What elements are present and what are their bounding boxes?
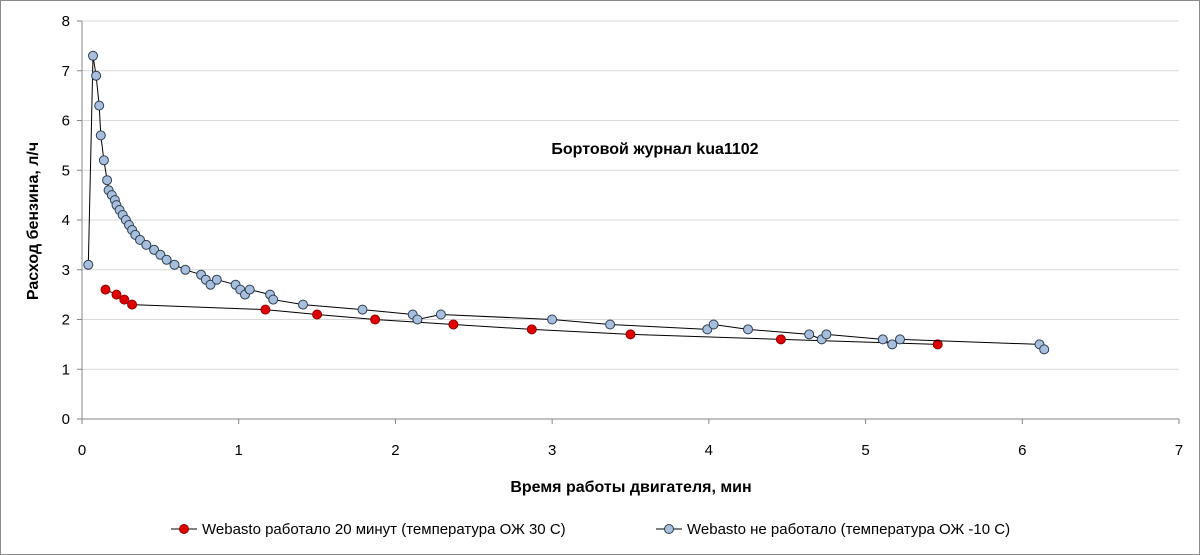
y-tick-label-5: 5: [62, 162, 70, 179]
x-tick-label-0: 0: [78, 442, 86, 459]
point-webasto-off-0: [83, 259, 94, 270]
legend-marker-webasto-on: [179, 524, 189, 534]
point-webasto-off-6: [102, 175, 113, 186]
y-tick-label-2: 2: [62, 312, 70, 329]
point-webasto-on-6: [370, 314, 381, 325]
y-tick-label-0: 0: [62, 411, 70, 428]
y-tick-label-8: 8: [62, 13, 70, 30]
point-webasto-off-42: [708, 319, 719, 330]
point-webasto-off-33: [268, 294, 279, 305]
chart-title: Бортовой журнал kua1102: [551, 141, 758, 158]
point-webasto-on-2: [119, 294, 130, 305]
y-tick-label-6: 6: [62, 113, 70, 130]
point-webasto-off-1: [88, 50, 98, 61]
point-webasto-on-9: [625, 329, 636, 340]
point-webasto-off-23: [180, 264, 191, 275]
gridlines: [82, 20, 1179, 370]
y-tick-label-7: 7: [62, 63, 70, 80]
y-tick-label-4: 4: [62, 212, 70, 229]
point-webasto-off-51: [1039, 344, 1050, 355]
point-webasto-off-35: [357, 304, 368, 315]
point-webasto-on-3: [127, 299, 138, 310]
point-webasto-off-21: [161, 254, 172, 265]
y-tick-label-1: 1: [62, 361, 70, 378]
x-tick-label-7: 7: [1175, 442, 1183, 459]
y-axis-title: Расход бензина, л/ч: [25, 142, 42, 300]
point-webasto-on-8: [526, 324, 537, 335]
point-webasto-off-39: [547, 314, 558, 325]
point-webasto-on-1: [111, 289, 122, 300]
series-webasto-off: [83, 50, 1050, 355]
point-webasto-on-10: [775, 334, 786, 345]
legend-label-webasto-on: Webasto работало 20 минут (температура О…: [202, 521, 566, 538]
point-webasto-off-3: [94, 100, 105, 111]
point-webasto-off-34: [298, 299, 308, 310]
legend-item-webasto-on: Webasto работало 20 минут (температура О…: [171, 521, 566, 538]
x-tick-label-2: 2: [391, 442, 399, 459]
point-webasto-off-18: [141, 239, 152, 250]
axes: [77, 20, 1180, 424]
point-webasto-on-7: [448, 319, 459, 330]
point-webasto-off-2: [91, 70, 102, 81]
series-webasto-on: [100, 284, 943, 350]
point-webasto-off-38: [435, 309, 446, 320]
point-webasto-on-4: [260, 304, 271, 315]
legend: Webasto работало 20 минут (температура О…: [171, 521, 1010, 538]
tick-labels: 0 1 2 3 4 5 6 7 8 0 1 2 3 4 5 6 7: [62, 13, 1184, 459]
point-webasto-off-49: [895, 334, 905, 345]
point-webasto-off-48: [887, 339, 898, 350]
legend-marker-webasto-off: [664, 524, 674, 534]
point-webasto-off-5: [98, 155, 109, 166]
point-webasto-on-0: [100, 284, 111, 295]
point-webasto-off-22: [169, 259, 180, 270]
point-webasto-off-31: [244, 284, 255, 295]
point-webasto-off-46: [821, 329, 832, 340]
point-webasto-off-27: [211, 274, 222, 285]
point-webasto-off-47: [877, 334, 888, 345]
series-layer: [83, 50, 1050, 355]
point-webasto-off-40: [605, 319, 616, 330]
point-webasto-off-43: [743, 324, 753, 335]
y-tick-label-3: 3: [62, 262, 70, 279]
x-tick-label-5: 5: [861, 442, 869, 459]
x-tick-label-3: 3: [548, 442, 556, 459]
x-tick-label-6: 6: [1018, 442, 1026, 459]
point-webasto-on-5: [312, 309, 323, 320]
x-axis-title: Время работы двигателя, мин: [510, 479, 751, 496]
point-webasto-on-11: [932, 339, 943, 350]
point-webasto-off-37: [412, 314, 423, 325]
legend-label-webasto-off: Webasto не работало (температура ОЖ -10 …: [687, 521, 1010, 538]
x-tick-label-4: 4: [705, 442, 713, 459]
legend-item-webasto-off: Webasto не работало (температура ОЖ -10 …: [656, 521, 1010, 538]
x-tick-label-1: 1: [235, 442, 243, 459]
series-line-webasto-off: [87, 55, 1045, 350]
point-webasto-off-44: [804, 329, 815, 340]
point-webasto-off-4: [95, 130, 106, 141]
